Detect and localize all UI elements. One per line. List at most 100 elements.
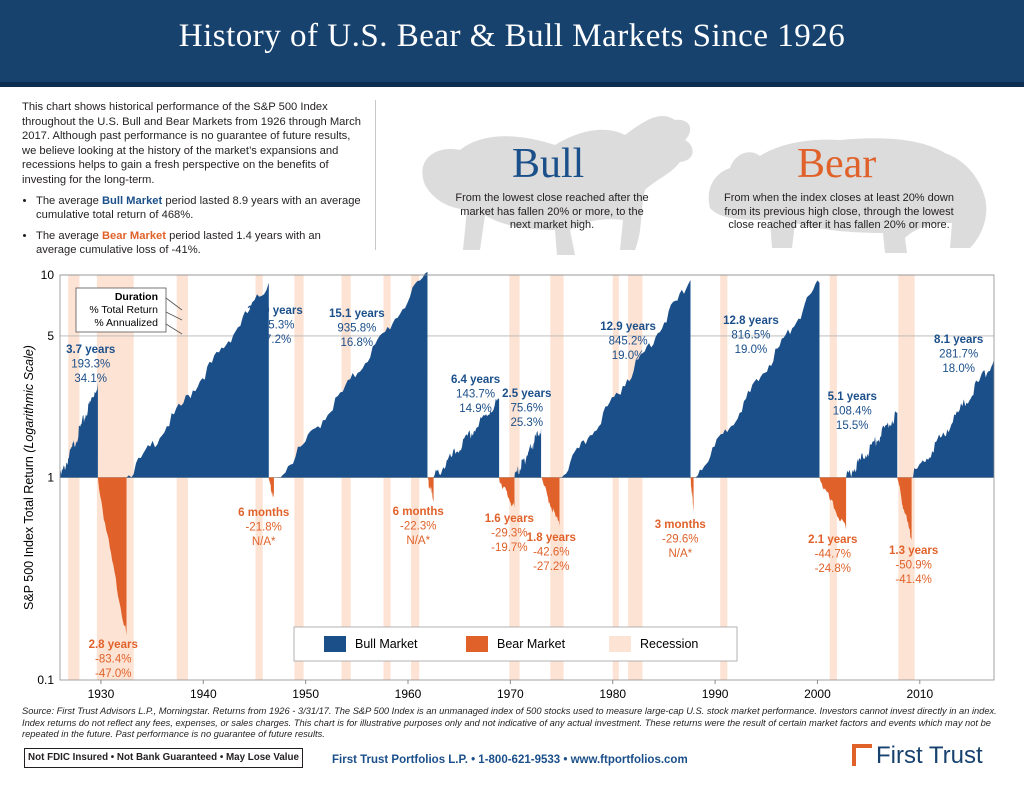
bear-data-label: 2.8 years (89, 639, 138, 651)
legend-box (293, 626, 738, 662)
bear-data-label: -27.2% (533, 561, 569, 573)
market-chart: 0.1 1 5 10 1930 1940 1950 1960 1970 1980 1990 2000 2… (22, 268, 995, 701)
bear-market-area (897, 477, 912, 541)
bull-market-area (846, 411, 898, 478)
bear-silhouette-icon (708, 138, 987, 253)
bull-market-area (126, 282, 269, 478)
bear-market-area (819, 477, 847, 530)
bear-data-label: -44.7% (815, 549, 851, 561)
bull-data-label: 13.9 years (247, 305, 303, 317)
legend-swatch (609, 636, 631, 652)
bull-market-area (514, 428, 542, 478)
contact-line: First Trust Portfolios L.P. • 1-800-621-… (332, 754, 688, 766)
bull-data-label: 25.3% (510, 417, 543, 429)
intro-text: This chart shows historical performance … (22, 100, 362, 264)
bull-data-label: 34.1% (74, 373, 107, 385)
bull-data-label: 17.2% (259, 334, 292, 346)
bear-market-area (427, 477, 434, 502)
x-tick-label: 1930 (88, 687, 115, 701)
bullet-text: The average (36, 194, 102, 207)
legend-swatch (324, 636, 346, 652)
bull-market-area (693, 280, 820, 478)
bear-data-label: 6 months (393, 506, 444, 518)
bear-data-label: -29.3% (491, 528, 527, 540)
bull-market-area (60, 382, 98, 478)
bear-data-label: N/A* (252, 536, 276, 548)
first-trust-logo: First Trust (852, 742, 1002, 772)
bull-keyword: Bull Market (101, 194, 163, 207)
key-line: % Total Return (89, 304, 158, 316)
key-line: % Annualized (94, 317, 158, 329)
y-tick-label: 0.1 (37, 673, 54, 687)
bull-data-label: 193.3% (71, 359, 110, 371)
logo-text: First Trust (876, 742, 983, 769)
bull-market-area (559, 280, 691, 478)
y-axis-label: S&P 500 Index Total Return (Logarithmic … (22, 345, 36, 610)
bear-data-label: 1.8 years (527, 532, 576, 544)
bear-market-area (97, 477, 127, 636)
bull-data-label: 12.9 years (600, 321, 656, 333)
bull-data-label: 16.8% (341, 337, 374, 349)
bear-average-bullet: The average Bear Market period lasted 1.… (36, 229, 362, 258)
key-leader-line (165, 297, 183, 311)
key-leader-line (165, 311, 183, 321)
bear-data-label: 1.3 years (889, 545, 938, 557)
bear-data-label: -22.3% (400, 521, 436, 533)
legend-label: Bull Market (355, 637, 418, 651)
bull-data-label: 12.8 years (723, 315, 779, 327)
bull-data-label: 935.8% (337, 323, 376, 335)
bear-data-label: -41.4% (895, 574, 931, 586)
legend-label: Recession (640, 637, 698, 651)
logo-mark-icon (852, 744, 872, 766)
bull-data-label: 15.1 years (329, 308, 385, 320)
bullet-text: period lasted 8.9 years with an average … (36, 194, 361, 222)
y-tick-label: 1 (47, 471, 54, 485)
bear-data-label: -83.4% (95, 654, 131, 666)
bullet-text: period lasted 1.4 years with an average … (36, 229, 321, 257)
bull-data-label: 6.4 years (451, 374, 500, 386)
bull-data-label: 5.1 years (828, 391, 877, 403)
page-title: History of U.S. Bear & Bull Markets Sinc… (178, 18, 846, 54)
bullet-text: The average (36, 229, 102, 242)
bull-data-label: 143.7% (456, 389, 495, 401)
bull-data-label: 281.7% (939, 349, 978, 361)
title-banner: History of U.S. Bear & Bull Markets Sinc… (0, 0, 1024, 87)
bull-market-area (278, 271, 428, 478)
intro-paragraph: This chart shows historical performance … (22, 101, 361, 186)
bull-market-area (911, 359, 994, 478)
bull-data-label: 15.5% (836, 420, 869, 432)
bull-data-label: 8.1 years (934, 334, 983, 346)
disclaimer-badge: Not FDIC Insured • Not Bank Guaranteed •… (24, 748, 303, 768)
divider (375, 100, 376, 250)
bear-data-label: -19.7% (491, 542, 527, 554)
bear-data-label: N/A* (406, 535, 430, 547)
bear-data-label: -42.6% (533, 547, 569, 559)
bear-data-label: N/A* (668, 548, 692, 560)
x-tick-label: 1960 (395, 687, 422, 701)
plot-frame (59, 274, 995, 681)
bear-data-label: -24.8% (815, 563, 851, 575)
bear-data-label: 6 months (238, 507, 289, 519)
key-line: Duration (115, 291, 158, 303)
bear-market-area (690, 477, 694, 510)
bear-data-label: -29.6% (662, 534, 698, 546)
bull-silhouette-icon (422, 115, 693, 255)
bear-data-label: 1.6 years (485, 513, 534, 525)
bear-data-label: -21.8% (245, 522, 281, 534)
x-tick-label: 1950 (292, 687, 319, 701)
bear-keyword: Bear Market (101, 229, 166, 242)
bull-data-label: 18.0% (942, 363, 975, 375)
bull-data-label: 108.4% (833, 406, 872, 418)
x-tick-label: 2010 (906, 687, 933, 701)
bull-data-label: 815.3% (255, 320, 294, 332)
bear-data-label: -47.0% (95, 668, 131, 680)
bear-market-area (499, 477, 515, 508)
x-tick-label: 1940 (190, 687, 217, 701)
bear-data-label: 3 months (655, 519, 706, 531)
x-tick-label: 1970 (497, 687, 524, 701)
bull-data-label: 3.7 years (66, 344, 115, 356)
key-leader-line (165, 323, 183, 335)
x-tick-label: 2000 (804, 687, 831, 701)
bull-definition: From the lowest close reached after the … (455, 192, 649, 231)
legend-label: Bear Market (497, 637, 566, 651)
